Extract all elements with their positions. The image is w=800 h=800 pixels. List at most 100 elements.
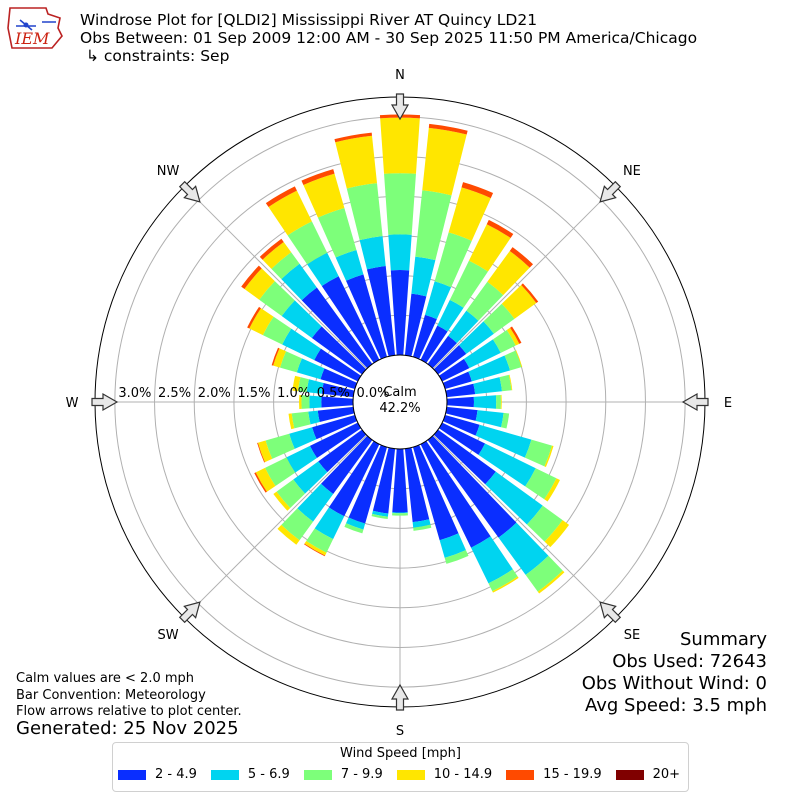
wind-bar-segment — [427, 435, 517, 538]
legend-label: 7 - 9.9 — [340, 767, 383, 782]
wind-bar-segment — [286, 445, 317, 473]
wind-bar-segment — [438, 422, 486, 455]
wind-bar-segment — [303, 173, 345, 218]
wind-bar-segment — [485, 471, 543, 525]
wind-bar-segment — [271, 252, 300, 280]
wind-bar-segment — [280, 351, 302, 373]
wind-bar-segment — [501, 412, 510, 429]
wind-bar-segment — [299, 394, 302, 410]
wind-bar-segment — [466, 281, 504, 321]
wind-bar-segment — [309, 395, 322, 409]
wind-bar-segment — [262, 316, 292, 345]
wind-bar-segment — [404, 293, 427, 357]
wind-bar-segment — [473, 395, 497, 409]
wind-bar-segment — [390, 270, 410, 356]
note-calm: Calm values are < 2.0 mph — [16, 671, 195, 686]
wind-bar-segment — [317, 208, 357, 258]
wind-bar-segment — [444, 550, 469, 564]
flow-arrow — [91, 392, 119, 412]
wind-bar-segment — [525, 555, 563, 592]
wind-bar-segment — [271, 347, 280, 366]
summary-obs-without-wind: Obs Without Wind: 0 — [581, 673, 767, 694]
legend-item: 5 - 6.9 — [210, 767, 290, 782]
wind-bar-segment — [301, 287, 373, 369]
flow-arrow — [599, 601, 622, 624]
wind-bar-segment — [433, 345, 467, 375]
wind-bar-segment — [448, 310, 479, 344]
grid-spoke — [432, 185, 617, 370]
legend-swatch — [303, 769, 332, 780]
wind-bar-segment — [318, 429, 367, 473]
wind-bar-segment — [449, 260, 488, 308]
wind-bar-segment — [471, 536, 513, 584]
wind-bar-segment — [348, 444, 388, 524]
wind-bar-segment — [445, 406, 478, 421]
iem-logo-text: IEM — [14, 29, 50, 48]
wind-bar-segment — [434, 232, 472, 288]
direction-label: SW — [158, 628, 179, 643]
wind-bar-segment — [321, 382, 355, 398]
wind-bar-segment — [321, 396, 354, 408]
direction-label: NE — [623, 164, 641, 179]
wind-bar-segment — [304, 543, 326, 557]
wind-bar-segment — [346, 183, 383, 241]
wind-bar-segment — [311, 326, 367, 375]
wind-bar-segment — [487, 250, 530, 296]
wind-bar-segment — [372, 447, 396, 514]
wind-bar-segment — [445, 383, 476, 398]
direction-label: SE — [624, 628, 640, 643]
radial-tick-label: 3.0% — [118, 386, 151, 401]
grid-spoke — [432, 434, 617, 619]
wind-bar-segment — [282, 328, 321, 361]
wind-bar-segment — [273, 348, 286, 368]
wind-bar-segment — [344, 523, 364, 534]
wind-bar-segment — [366, 266, 396, 357]
wind-bar-segment — [288, 413, 295, 430]
direction-label: W — [66, 396, 79, 411]
wind-bar-segment — [508, 374, 513, 391]
legend-item: 2 - 4.9 — [118, 767, 197, 782]
wind-bar-segment — [321, 435, 373, 494]
legend-items: 2 - 4.9 5 - 6.9 7 - 9.9 10 - 14.9 15 - 19.9 2… — [118, 767, 694, 782]
wind-bar-segment — [468, 224, 511, 272]
wind-bar-segment — [411, 256, 436, 297]
iem-logo: IEM — [7, 7, 63, 49]
flow-arrow — [390, 683, 410, 711]
wind-bar-segment — [346, 274, 388, 360]
wind-bar-segment — [309, 422, 362, 459]
wind-bar-segment — [509, 247, 534, 268]
wind-bar-segment — [314, 507, 345, 540]
wind-bar-segment — [292, 375, 301, 392]
wind-bar-segment — [276, 479, 306, 508]
wind-bar-segment — [255, 467, 276, 492]
wind-bar-segment — [537, 570, 565, 594]
wind-bar-segment — [483, 303, 515, 334]
wind-bar-segment — [317, 406, 355, 423]
wind-bar-segment — [526, 505, 563, 542]
grid-spoke — [183, 434, 368, 619]
grid-spoke — [183, 185, 368, 370]
radial-tick-label: 1.5% — [237, 386, 270, 401]
legend-label: 10 - 14.9 — [433, 767, 493, 782]
wind-bar-segment — [321, 276, 380, 364]
legend-swatch — [506, 769, 535, 780]
wind-bar-segment — [297, 483, 334, 522]
constraints-text: ↳ constraints: Sep — [86, 47, 230, 65]
wind-bar-segment — [372, 510, 389, 517]
wind-bar-segment — [335, 249, 364, 281]
wind-bar-segment — [420, 325, 448, 364]
wind-bar-segment — [473, 377, 503, 395]
direction-labels: N NE E SE S SW W NW — [66, 68, 733, 739]
wind-bar-segment — [289, 427, 317, 449]
wind-bar-segment — [359, 236, 386, 270]
wind-bar-segment — [461, 182, 494, 199]
wind-bar-segment — [306, 379, 324, 394]
legend-label: 2 - 4.9 — [155, 767, 197, 782]
wind-bar-segment — [306, 528, 334, 553]
wind-bar-segment — [415, 190, 452, 261]
wind-bar-segment — [392, 512, 408, 514]
wind-bar-segment — [478, 443, 536, 487]
legend-label: 15 - 19.9 — [543, 767, 602, 782]
wind-bar-segment — [249, 308, 274, 336]
